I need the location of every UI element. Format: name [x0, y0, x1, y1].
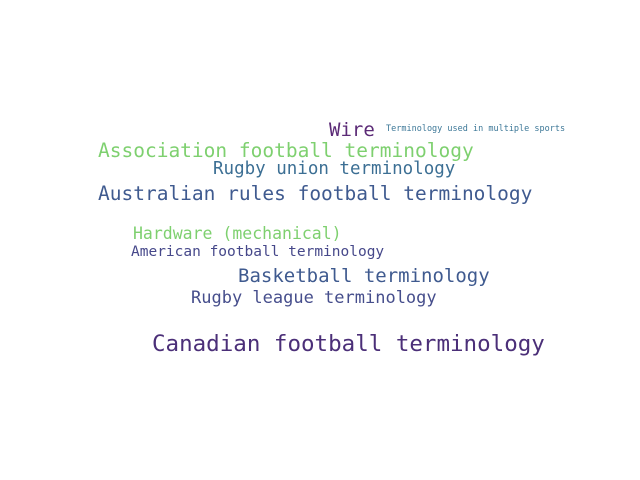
- word-hardware-mechanical: Hardware (mechanical): [133, 224, 342, 243]
- word-australian-rules-football-terminology: Australian rules football terminology: [98, 182, 533, 205]
- word-rugby-league-terminology: Rugby league terminology: [191, 288, 437, 308]
- word-canadian-football-terminology: Canadian football terminology: [152, 331, 545, 357]
- word-rugby-union-terminology: Rugby union terminology: [213, 159, 456, 179]
- word-association-football-terminology: Association football terminology: [98, 139, 474, 162]
- word-american-football-terminology: American football terminology: [131, 244, 385, 260]
- word-basketball-terminology: Basketball terminology: [238, 265, 490, 287]
- word-terminology-used-in-multiple-sports: Terminology used in multiple sports: [386, 124, 566, 134]
- word-wire: Wire: [329, 119, 375, 141]
